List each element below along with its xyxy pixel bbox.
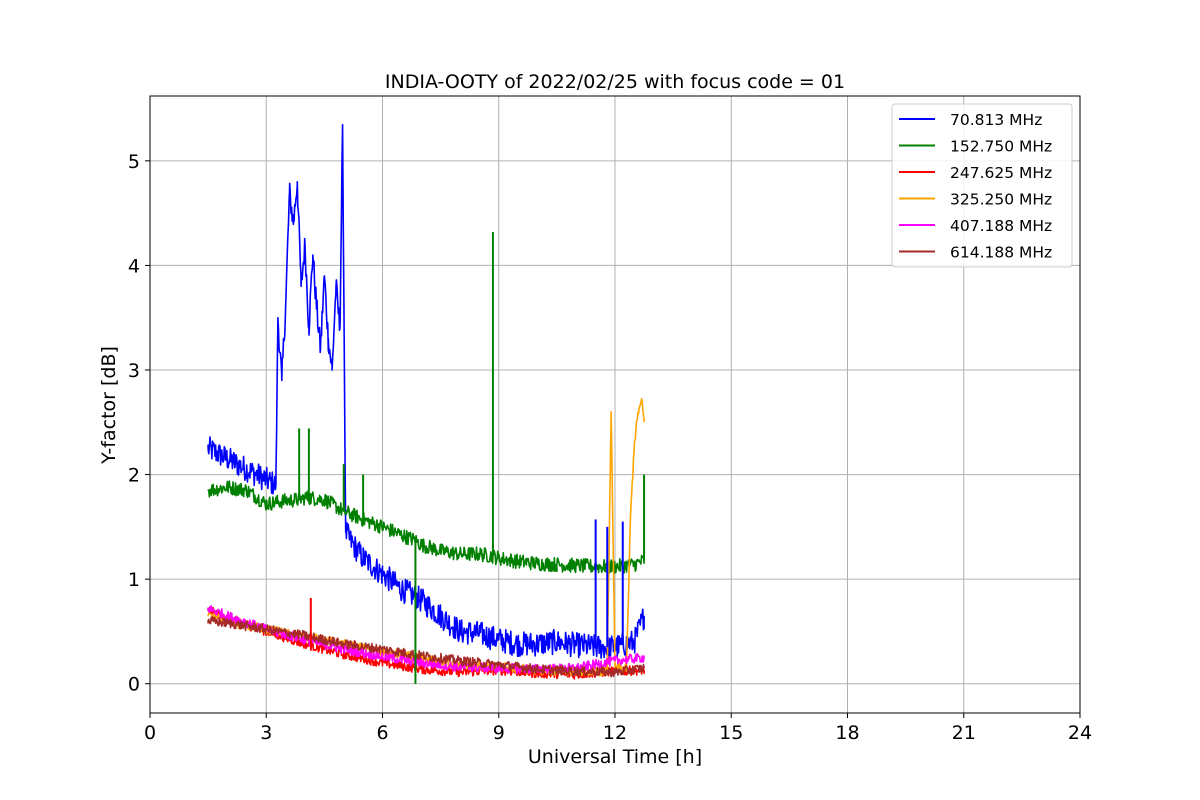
y-axis-label: Y-factor [dB] [98,346,120,465]
series-line [207,616,645,678]
x-tick-label: 18 [835,722,859,744]
legend-label: 614.188 MHz [950,244,1052,262]
x-axis-label: Universal Time [h] [528,746,702,768]
y-tick-label: 1 [128,569,140,591]
x-tick-label: 12 [603,722,627,744]
legend-label: 325.250 MHz [950,191,1052,209]
x-tick-label: 21 [952,722,976,744]
x-axis: 0 3 6 9 12 15 18 21 24 [144,713,1092,744]
y-tick-label: 0 [128,674,140,696]
x-tick-label: 3 [260,722,272,744]
series-line [207,123,645,660]
x-tick-label: 24 [1068,722,1092,744]
y-tick-label: 3 [128,360,140,382]
x-tick-label: 9 [493,722,505,744]
legend-label: 247.625 MHz [950,164,1052,182]
legend-label: 70.813 MHz [950,111,1042,129]
series-layer [207,123,646,684]
y-tick-label: 4 [128,255,140,277]
y-tick-label: 2 [128,465,140,487]
x-tick-label: 6 [376,722,388,744]
chart-title: INDIA-OOTY of 2022/02/25 with focus code… [385,71,845,93]
x-tick-label: 15 [719,722,743,744]
x-tick-label: 0 [144,722,156,744]
legend: 70.813 MHz 152.750 MHz 247.625 MHz 325.250 … [891,103,1073,268]
series-line [207,480,645,574]
legend-label: 152.750 MHz [950,138,1052,156]
y-axis: 0 1 2 3 4 5 [128,151,150,696]
y-tick-label: 5 [128,151,140,173]
series-spikes [298,231,646,684]
legend-label: 407.188 MHz [950,217,1052,235]
legend-box [891,103,1073,268]
